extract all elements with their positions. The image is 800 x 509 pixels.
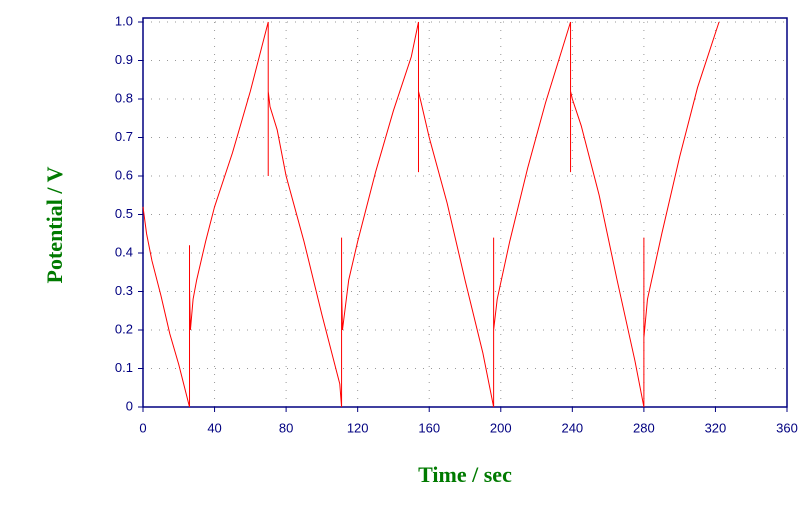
x-tick-label: 80: [279, 420, 293, 435]
x-axis-title: Time / sec: [418, 462, 512, 487]
y-tick-label: 1.0: [115, 13, 133, 28]
y-tick-label: 0.9: [115, 52, 133, 67]
x-tick-label: 200: [490, 420, 512, 435]
y-tick-label: 0.6: [115, 167, 133, 182]
y-tick-label: 0.8: [115, 90, 133, 105]
y-tick-label: 0.1: [115, 360, 133, 375]
x-tick-label: 280: [633, 420, 655, 435]
y-tick-label: 0.3: [115, 283, 133, 298]
y-tick-label: 0.5: [115, 206, 133, 221]
x-tick-label: 0: [139, 420, 146, 435]
y-axis-title: Potential / V: [42, 166, 67, 283]
x-tick-label: 360: [776, 420, 798, 435]
plot-frame: [142, 17, 788, 408]
x-tick-label: 40: [207, 420, 221, 435]
y-tick-label: 0.4: [115, 244, 133, 259]
x-tick-label: 120: [347, 420, 369, 435]
y-tick-label: 0.2: [115, 321, 133, 336]
y-tick-label: 0: [126, 398, 133, 413]
data-line: [142, 21, 720, 408]
x-tick-label: 240: [561, 420, 583, 435]
x-tick-label: 320: [705, 420, 727, 435]
y-tick-label: 0.7: [115, 129, 133, 144]
x-tick-label: 160: [418, 420, 440, 435]
